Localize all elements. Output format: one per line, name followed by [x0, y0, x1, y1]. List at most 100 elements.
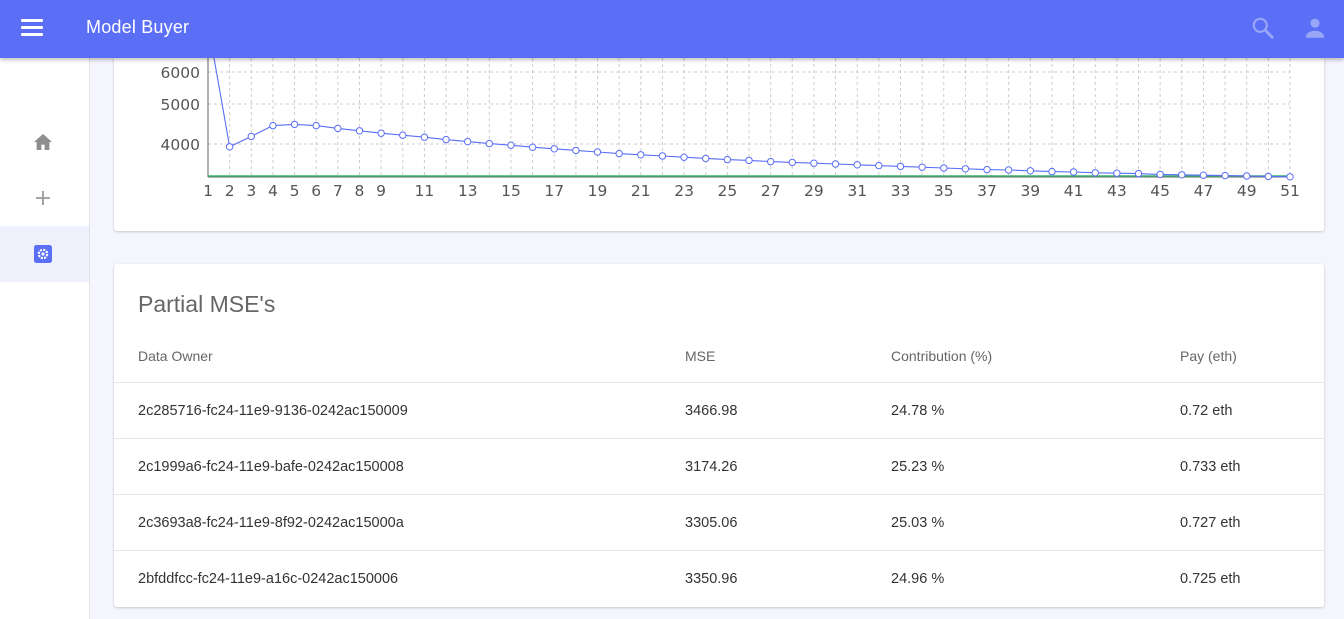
chart-card: 4000 5000 6000 1 2 3 4 5 6 7 8 9 11 13 15 17 19 21 23 25 27 2… [114, 23, 1324, 231]
x-tick-label: 15 [501, 182, 521, 200]
table-row: 2c3693a8-fc24-11e9-8f92-0242ac15000a 330… [114, 494, 1324, 550]
data-point [637, 151, 645, 159]
data-point [1286, 173, 1294, 181]
x-tick-label: 37 [977, 182, 997, 200]
data-point [1178, 171, 1186, 179]
x-tick-label: 33 [891, 182, 911, 200]
data-point [312, 121, 320, 130]
contribution-cell: 24.96 % [891, 571, 945, 587]
data-point [961, 165, 970, 173]
data-point [1264, 172, 1273, 181]
sidebar [0, 58, 90, 619]
data-owner-cell: 2c3693a8-fc24-11e9-8f92-0242ac15000a [138, 515, 404, 531]
data-point [269, 121, 277, 130]
settings-icon [34, 245, 52, 263]
x-tick-label: 21 [631, 182, 651, 200]
partial-mse-card: Partial MSE's Data Owner MSE Contributio… [114, 264, 1324, 607]
x-tick-label: 47 [1194, 182, 1214, 200]
data-point [831, 160, 840, 168]
mse-cell: 3305.06 [685, 515, 738, 531]
x-tick-label: 23 [674, 182, 694, 200]
x-tick-label: 3 [246, 182, 256, 200]
data-point [463, 137, 472, 146]
sidebar-item-settings[interactable] [0, 226, 89, 282]
data-point [1004, 166, 1013, 174]
data-point [788, 158, 796, 167]
data-point [810, 159, 818, 167]
column-header-pay: Pay (eth) [1180, 348, 1237, 364]
data-point [1113, 169, 1121, 177]
data-point [507, 141, 515, 149]
data-point [766, 157, 775, 166]
mse-cell: 3350.96 [685, 571, 738, 587]
x-tick-label: 8 [355, 182, 365, 200]
x-tick-label: 39 [1020, 182, 1040, 200]
pay-cell: 0.727 eth [1180, 515, 1241, 531]
mse-cell: 3174.26 [685, 459, 738, 475]
account-icon[interactable] [1302, 15, 1328, 41]
sidebar-item-add[interactable] [0, 170, 89, 226]
data-point [658, 152, 667, 160]
data-point [896, 162, 905, 171]
menu-icon[interactable] [19, 16, 45, 40]
table-row: 2c1999a6-fc24-11e9-bafe-0242ac150008 317… [114, 438, 1324, 494]
pay-cell: 0.725 eth [1180, 571, 1241, 587]
x-tick-label: 41 [1064, 182, 1084, 200]
data-point [399, 131, 407, 139]
data-point [420, 133, 429, 141]
data-point [723, 155, 732, 164]
data-point [334, 124, 342, 133]
data-point [702, 154, 710, 163]
pay-cell: 0.733 eth [1180, 459, 1241, 475]
data-point [1134, 169, 1143, 178]
data-point [485, 139, 494, 148]
data-point [290, 120, 299, 129]
data-point [745, 156, 753, 165]
data-point [680, 153, 688, 161]
home-icon [34, 134, 52, 150]
data-point [572, 146, 580, 155]
x-tick-label: 19 [588, 182, 608, 200]
data-point [1091, 169, 1099, 177]
x-tick-label: 13 [458, 182, 478, 200]
x-tick-label: 27 [761, 182, 781, 200]
data-point [377, 129, 385, 137]
app-title: Model Buyer [86, 17, 190, 37]
sidebar-item-home[interactable] [0, 114, 89, 170]
data-point [1243, 172, 1251, 180]
data-point [1069, 168, 1078, 176]
data-point [225, 143, 234, 151]
x-tick-label: 35 [934, 182, 954, 200]
mse-cell: 3466.98 [685, 403, 738, 419]
x-tick-label: 5 [290, 182, 300, 200]
column-header-contribution: Contribution (%) [891, 348, 993, 364]
search-icon[interactable] [1250, 15, 1276, 41]
data-point [1156, 170, 1164, 179]
x-tick-label: 2 [225, 182, 235, 200]
x-tick-label: 4 [268, 182, 278, 200]
contribution-cell: 25.03 % [891, 515, 945, 531]
x-tick-label: 9 [376, 182, 386, 200]
column-header-data-owner: Data Owner [138, 348, 213, 364]
plus-icon [36, 191, 50, 205]
data-point [1199, 171, 1208, 179]
y-tick-label: 4000 [161, 136, 200, 154]
x-tick-label: 1 [203, 182, 213, 200]
x-tick-label: 11 [415, 182, 435, 200]
data-point [593, 148, 602, 156]
data-point [918, 163, 926, 171]
x-tick-label: 51 [1280, 182, 1300, 200]
data-owner-cell: 2bfddfcc-fc24-11e9-a16c-0242ac150006 [138, 571, 399, 587]
card-title: Partial MSE's [138, 291, 276, 317]
x-tick-label: 6 [311, 182, 321, 200]
data-point [528, 143, 537, 151]
x-tick-label: 49 [1237, 182, 1257, 200]
table-row: 2bfddfcc-fc24-11e9-a16c-0242ac150006 335… [114, 550, 1324, 606]
x-tick-label: 17 [544, 182, 564, 200]
data-point [355, 127, 364, 135]
data-point [247, 132, 255, 141]
data-point [442, 135, 450, 144]
x-tick-label: 29 [804, 182, 824, 200]
data-point [615, 149, 623, 158]
